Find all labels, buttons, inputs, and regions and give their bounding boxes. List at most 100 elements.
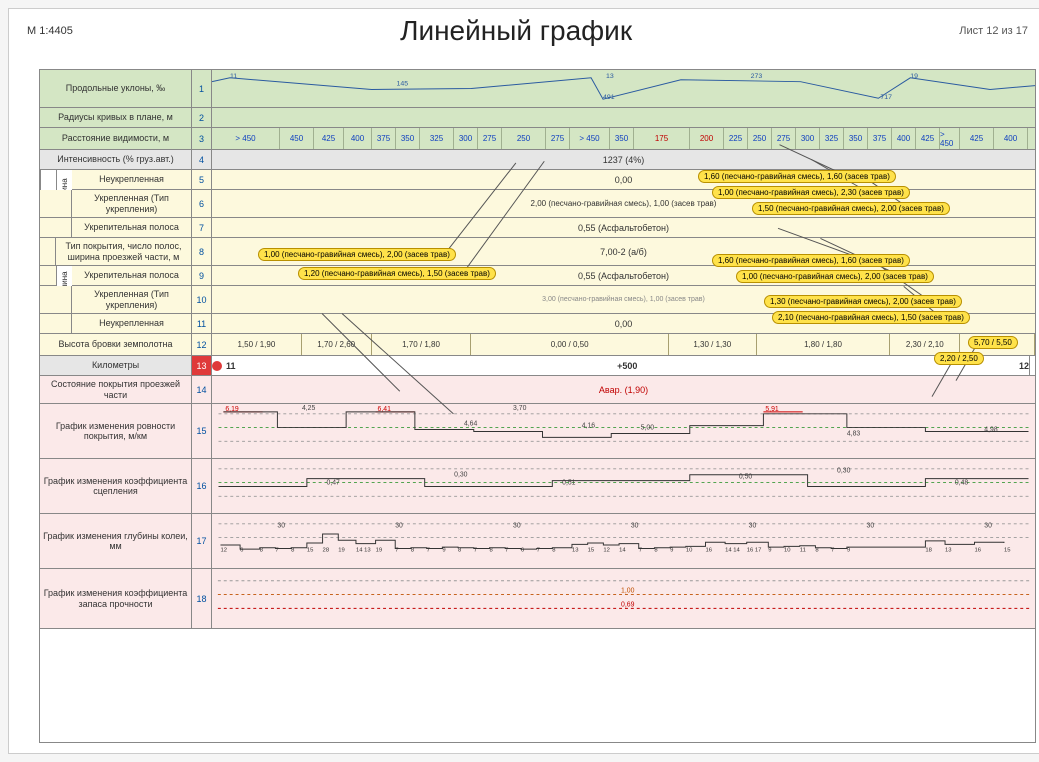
svg-text:30: 30: [277, 523, 285, 530]
km-start-dot: [212, 361, 222, 371]
label-r13: Километры: [40, 356, 191, 375]
svg-text:717: 717: [880, 94, 892, 101]
visibility-cell: 350: [610, 128, 634, 149]
svg-text:30: 30: [749, 523, 757, 530]
svg-text:13: 13: [572, 547, 579, 553]
svg-text:16: 16: [705, 547, 712, 553]
svg-text:7: 7: [427, 547, 430, 553]
svg-text:16 17: 16 17: [747, 547, 762, 553]
label-r10: Укрепленная (Тип укрепления): [72, 286, 191, 313]
r11-value: 0,00: [212, 319, 1035, 329]
svg-text:30: 30: [631, 523, 639, 530]
num-r2: 2: [192, 108, 212, 127]
label-r2: Радиусы кривых в плане, м: [40, 108, 191, 127]
label-r11: Неукрепленная: [72, 314, 191, 333]
num-r9: 9: [192, 266, 212, 285]
svg-text:9: 9: [768, 547, 771, 553]
row-r8: Тип покрытия, число полос, ширина проезж…: [40, 238, 1035, 266]
brovka-cell: 1,70 / 1,80: [372, 334, 472, 355]
visibility-cell: 425: [314, 128, 344, 149]
num-r10: 10: [192, 286, 212, 313]
num-r5: 5: [192, 170, 212, 189]
r9-value: 0,55 (Асфальтобетон): [212, 271, 1035, 281]
km-start: 11: [226, 361, 236, 371]
visibility-cell: 200: [690, 128, 724, 149]
label-r4: Интенсивность (% груз.авт.): [40, 150, 191, 169]
svg-text:3,70: 3,70: [513, 405, 527, 412]
r6-value: 2,00 (песчано-гравийная смесь), 1,00 (за…: [212, 199, 1035, 208]
row-r15: График изменения ровности покрытия, м/км…: [40, 404, 1035, 459]
svg-text:30: 30: [395, 523, 403, 530]
num-r3: 3: [192, 128, 212, 149]
page-number: Лист 12 из 17: [959, 25, 1028, 37]
visibility-cell: 275: [546, 128, 570, 149]
label-r18: График изменения коэффициента запаса про…: [40, 569, 191, 628]
num-r15: 15: [192, 404, 212, 458]
svg-text:0,69: 0,69: [621, 601, 635, 608]
svg-text:4,83: 4,83: [847, 430, 861, 437]
brovka-cell: 1,30 / 1,70: [960, 334, 1035, 355]
brovka-cell: 0,00 / 0,50: [471, 334, 669, 355]
num-r12: 12: [192, 334, 212, 355]
row-r12: Высота бровки земполотна 12 1,50 / 1,901…: [40, 334, 1035, 356]
svg-text:7: 7: [505, 547, 508, 553]
svg-text:6: 6: [521, 547, 525, 553]
row-intensity: Интенсивность (% груз.авт.) 4 1237 (4%): [40, 150, 1035, 170]
label-r5: Неукрепленная: [72, 170, 191, 189]
num-r13: 13: [192, 356, 212, 375]
num-r17: 17: [192, 514, 212, 568]
svg-text:16: 16: [974, 547, 981, 553]
rovnost-chart: 6,196,415,914,254,643,704,165,004,834,98: [212, 404, 1035, 458]
visibility-cell: 175: [634, 128, 690, 149]
svg-text:18: 18: [925, 547, 932, 553]
svg-text:19: 19: [376, 547, 383, 553]
svg-text:0,47: 0,47: [327, 480, 341, 487]
visibility-cell: 350: [844, 128, 868, 149]
r8-value: 7,00-2 (а/б): [212, 247, 1035, 257]
visibility-cell: 425: [960, 128, 994, 149]
svg-text:273: 273: [751, 73, 763, 80]
label-r15: График изменения ровности покрытия, м/км: [40, 404, 191, 458]
svg-text:4,98: 4,98: [984, 426, 998, 433]
visibility-cell: 250: [748, 128, 772, 149]
svg-text:30: 30: [866, 523, 874, 530]
r7-value: 0,55 (Асфальтобетон): [212, 223, 1035, 233]
svg-text:5,91: 5,91: [765, 406, 779, 413]
visibility-cell: > 450: [212, 128, 280, 149]
visibility-cell: 275: [772, 128, 796, 149]
brovka-cell: 1,70 / 2,60: [302, 334, 372, 355]
rut-chart: 3030303030303012687815281914 13197879878…: [212, 514, 1035, 568]
friction-chart: 0,470,300,510,500,300,48: [212, 459, 1035, 513]
visibility-cells: > 450450425400375350325300275250275> 450…: [212, 128, 1035, 149]
row-r17: График изменения глубины колеи, мм 17 30…: [40, 514, 1035, 569]
row-r7: Укрепительная полоса 7 0,55 (Асфальтобет…: [40, 218, 1035, 238]
num-r16: 16: [192, 459, 212, 513]
row-r18: График изменения коэффициента запаса про…: [40, 569, 1035, 629]
svg-text:11: 11: [800, 547, 806, 553]
svg-text:28: 28: [323, 547, 330, 553]
strength-chart: 1,000,69: [212, 569, 1035, 628]
label-r6: Укрепленная (Тип укрепления): [72, 190, 191, 217]
num-r18: 18: [192, 569, 212, 628]
row-r6: Укрепленная (Тип укрепления) 6 2,00 (пес…: [40, 190, 1035, 218]
svg-text:7: 7: [395, 547, 398, 553]
visibility-cell: 350: [396, 128, 420, 149]
label-r16: График изменения коэффициента сцепления: [40, 459, 191, 513]
svg-text:145: 145: [397, 81, 409, 88]
svg-text:9: 9: [442, 547, 445, 553]
visibility-cell: 375: [372, 128, 396, 149]
slope-chart: 111451349127371719255: [212, 70, 1035, 107]
num-r1: 1: [192, 70, 212, 107]
visibility-cell: 325: [420, 128, 454, 149]
num-r6: 6: [192, 190, 212, 217]
row-r10: Укрепленная (Тип укрепления) 10 3,00 (пе…: [40, 286, 1035, 314]
visibility-cell: 275: [478, 128, 502, 149]
svg-text:7: 7: [639, 547, 642, 553]
svg-text:12: 12: [603, 547, 610, 553]
label-r14: Состояние покрытия проезжей части: [40, 376, 191, 403]
row-r16: График изменения коэффициента сцепления …: [40, 459, 1035, 514]
svg-text:15: 15: [588, 547, 595, 553]
svg-text:9: 9: [670, 547, 673, 553]
svg-text:4,25: 4,25: [302, 405, 316, 412]
svg-text:30: 30: [513, 523, 521, 530]
